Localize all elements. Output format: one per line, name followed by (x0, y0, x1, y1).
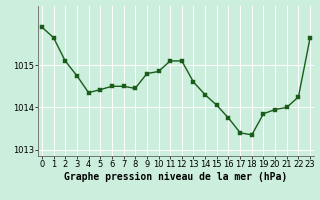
X-axis label: Graphe pression niveau de la mer (hPa): Graphe pression niveau de la mer (hPa) (64, 172, 288, 182)
